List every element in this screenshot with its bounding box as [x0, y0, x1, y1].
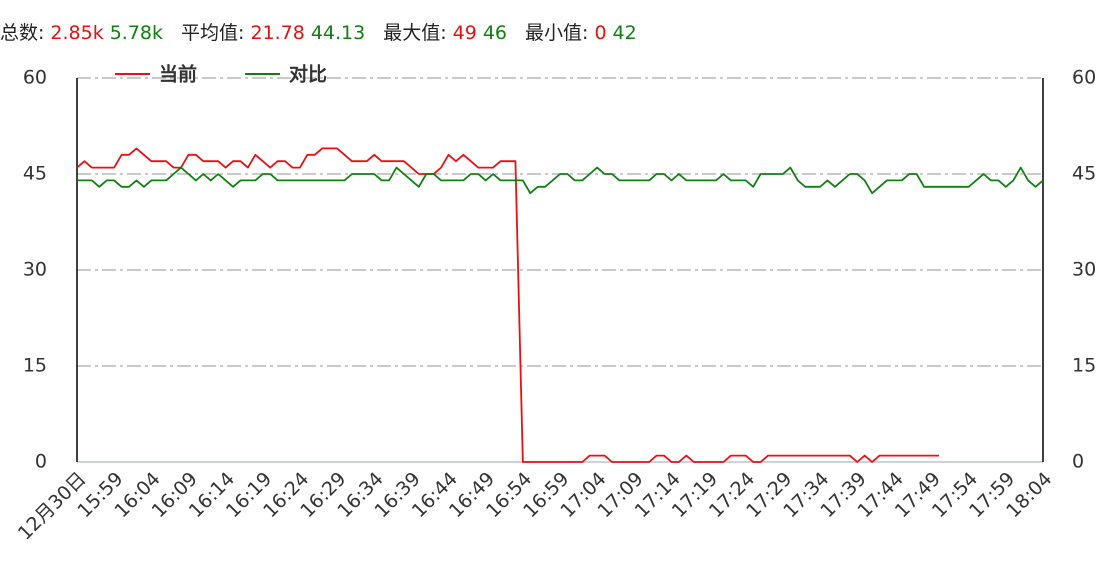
summary-current: 2.85k	[50, 22, 104, 44]
y2-tick-label: 60	[1072, 67, 1096, 89]
summary-label: 最小值:	[525, 22, 589, 44]
summary-label: 平均值:	[181, 22, 245, 44]
y2-tick-label: 15	[1072, 355, 1096, 377]
summary-current: 49	[452, 22, 477, 44]
summary-compare: 46	[482, 22, 508, 44]
y-tick-label: 45	[23, 163, 47, 185]
series-line	[76, 147, 939, 463]
legend-label: 对比	[289, 63, 327, 86]
summary-label: 总数:	[0, 22, 45, 44]
summary-label: 最大值:	[383, 22, 447, 44]
y2-tick-label: 30	[1072, 259, 1096, 281]
summary-compare: 42	[612, 22, 637, 44]
series-line	[77, 166, 1044, 195]
y-tick-label: 30	[23, 259, 47, 281]
summary-compare: 5.78k	[109, 22, 164, 44]
y-tick-label: 60	[23, 67, 47, 89]
summary: 总数: 2.85k 5.78k 平均值: 21.78 44.13 最大值: 49 46 最小值: 0…	[0, 18, 655, 45]
legend-label: 当前	[159, 63, 197, 86]
y2-tick-label: 0	[1072, 451, 1084, 473]
summary-compare: 44.13	[310, 22, 366, 44]
y-tick-label: 15	[23, 355, 47, 377]
y2-tick-label: 45	[1072, 163, 1096, 185]
summary-current: 0	[594, 22, 607, 44]
y-tick-label: 0	[35, 451, 47, 473]
summary-current: 21.78	[250, 22, 305, 44]
